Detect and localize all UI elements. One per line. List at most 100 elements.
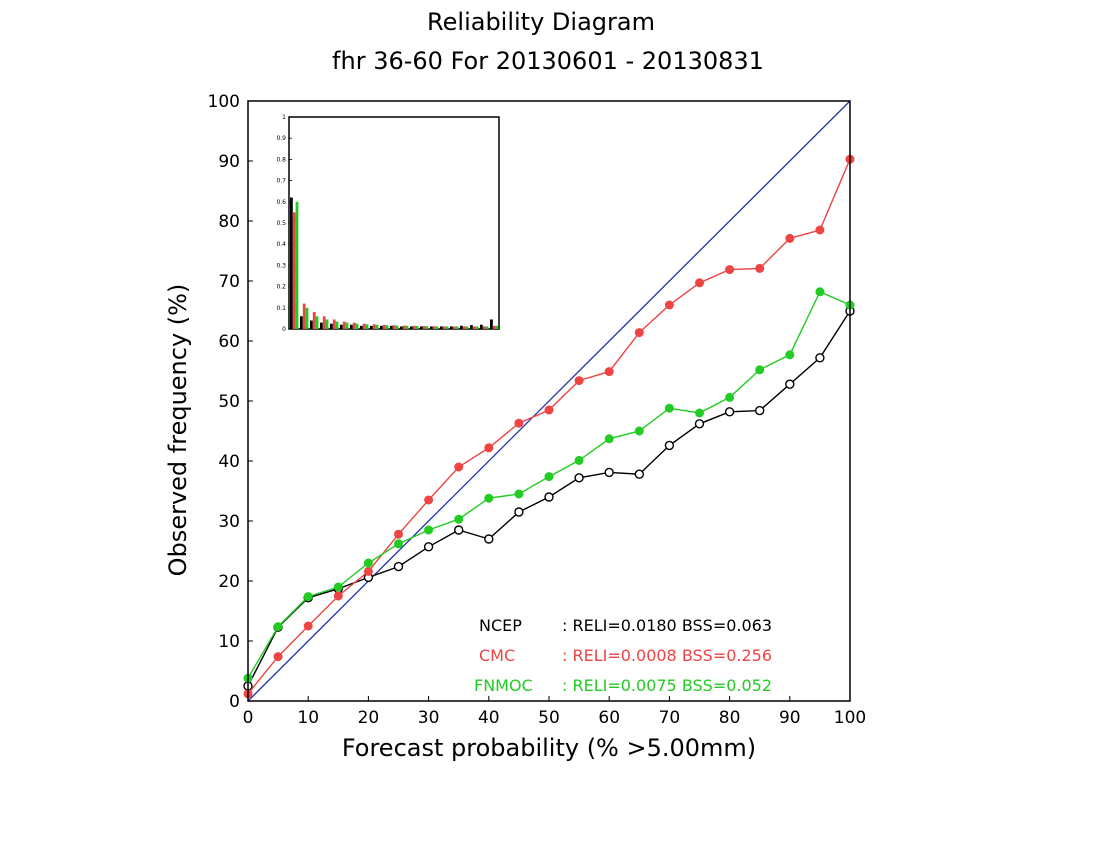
- x-tick-label: 30: [418, 708, 440, 728]
- point-ncep: [724, 407, 735, 417]
- point-cmc: [484, 443, 494, 453]
- inset-bar-ncep: [360, 325, 363, 329]
- point-cmc: [634, 328, 644, 338]
- point-fnmoc: [544, 472, 554, 482]
- point-cmc: [785, 233, 795, 243]
- point-fnmoc: [574, 455, 584, 465]
- y-tick-label: 60: [218, 332, 240, 352]
- point-ncep: [604, 467, 614, 478]
- legend-cmc-name: CMC: [479, 646, 515, 665]
- x-tick-label: 70: [659, 708, 681, 728]
- inset-tick-label: 0.3: [276, 262, 286, 269]
- point-ncep: [755, 405, 765, 416]
- point-fnmoc: [273, 622, 283, 632]
- point-fnmoc: [664, 403, 674, 413]
- inset-bar-fnmoc: [475, 326, 479, 329]
- y-tick-label: 100: [208, 92, 240, 112]
- point-cmc: [333, 591, 343, 601]
- point-ncep: [694, 419, 705, 429]
- chart-subtitle: fhr 36-60 For 20130601 - 20130831: [332, 47, 764, 75]
- chart-title: Reliability Diagram: [427, 8, 655, 36]
- point-ncep: [423, 542, 434, 552]
- point-cmc: [424, 495, 434, 505]
- inset-tick-label: 0.5: [276, 220, 286, 227]
- inset-bar-cmc: [332, 319, 336, 329]
- series-group: [243, 154, 855, 699]
- inset-bar-ncep: [450, 326, 453, 329]
- point-cmc: [273, 652, 283, 662]
- inset-bar-ncep: [410, 326, 413, 329]
- inset-bar-fnmoc: [465, 326, 469, 329]
- inset-bar-cmc: [372, 324, 376, 329]
- inset-bar-ncep: [400, 326, 403, 329]
- inset-bar-fnmoc: [485, 326, 489, 329]
- inset-bar-fnmoc: [305, 307, 309, 329]
- inset-bar-ncep: [370, 325, 373, 329]
- inset-bar-ncep: [310, 320, 313, 329]
- inset-bar-fnmoc: [425, 326, 429, 329]
- inset-bar-cmc: [312, 312, 316, 329]
- point-ncep: [815, 353, 825, 363]
- inset-bar-cmc: [382, 324, 386, 329]
- inset-bar-fnmoc: [455, 326, 459, 329]
- inset-bar-ncep: [290, 197, 293, 329]
- inset-histogram: 0 0.1 0.2 0.3 0.4 0.5 0.6 0.7 0.8 0.9 1: [276, 114, 500, 333]
- inset-bar-fnmoc: [435, 326, 439, 329]
- inset-bar-ncep: [340, 324, 343, 329]
- point-fnmoc: [363, 558, 373, 568]
- inset-bar-ncep: [330, 323, 333, 329]
- point-ncep: [634, 469, 644, 479]
- point-ncep: [574, 473, 584, 483]
- inset-bar-fnmoc: [495, 325, 499, 329]
- point-fnmoc: [424, 525, 434, 535]
- point-fnmoc: [484, 493, 494, 503]
- x-tick-label: 80: [719, 708, 741, 728]
- inset-bar-cmc: [342, 321, 346, 329]
- inset-bar-ncep: [320, 322, 323, 329]
- inset-bar-ncep: [440, 326, 443, 329]
- inset-bar-cmc: [432, 326, 436, 329]
- inset-bar-cmc: [362, 323, 366, 329]
- point-fnmoc: [454, 514, 464, 524]
- inset-bar-ncep: [300, 316, 303, 329]
- inset-bar-cmc: [422, 326, 426, 329]
- point-cmc: [695, 278, 704, 288]
- point-cmc: [363, 566, 373, 576]
- y-tick-label: 20: [218, 572, 240, 592]
- diagonal-line: [247, 100, 851, 702]
- inset-bar-ncep: [390, 325, 393, 329]
- point-fnmoc: [333, 582, 343, 592]
- point-ncep: [544, 492, 554, 502]
- inset-bar-fnmoc: [375, 324, 379, 329]
- inset-tick-label: 0.7: [276, 178, 286, 185]
- inset-bar-fnmoc: [295, 201, 299, 329]
- point-fnmoc: [725, 392, 735, 402]
- inset-tick-label: 0.9: [276, 135, 286, 142]
- inset-bar-cmc: [442, 326, 446, 329]
- inset-bar-cmc: [472, 326, 476, 329]
- point-cmc: [664, 300, 674, 310]
- legend-ncep-name: NCEP: [479, 616, 522, 635]
- point-ncep: [454, 525, 464, 535]
- point-cmc: [394, 529, 403, 539]
- point-cmc: [454, 462, 464, 472]
- inset-bar-cmc: [322, 316, 326, 329]
- point-fnmoc: [634, 426, 644, 436]
- inset-border: [288, 116, 500, 330]
- point-fnmoc: [303, 592, 313, 602]
- point-cmc: [514, 418, 524, 428]
- inset-bar-fnmoc: [325, 319, 329, 329]
- inset-bar-ncep: [350, 324, 353, 329]
- point-ncep: [664, 440, 675, 451]
- inset-bar-cmc: [452, 326, 456, 329]
- inset-tick-label: 0: [282, 326, 286, 333]
- point-fnmoc: [755, 365, 765, 375]
- inset-bar-ncep: [470, 325, 473, 329]
- inset-bar-cmc: [462, 326, 466, 329]
- inset-bar-ncep: [490, 319, 493, 329]
- x-tick-label: 100: [834, 708, 866, 728]
- inset-tick-label: 0.2: [276, 284, 286, 291]
- y-tick-label: 30: [218, 512, 240, 532]
- point-cmc: [755, 263, 765, 273]
